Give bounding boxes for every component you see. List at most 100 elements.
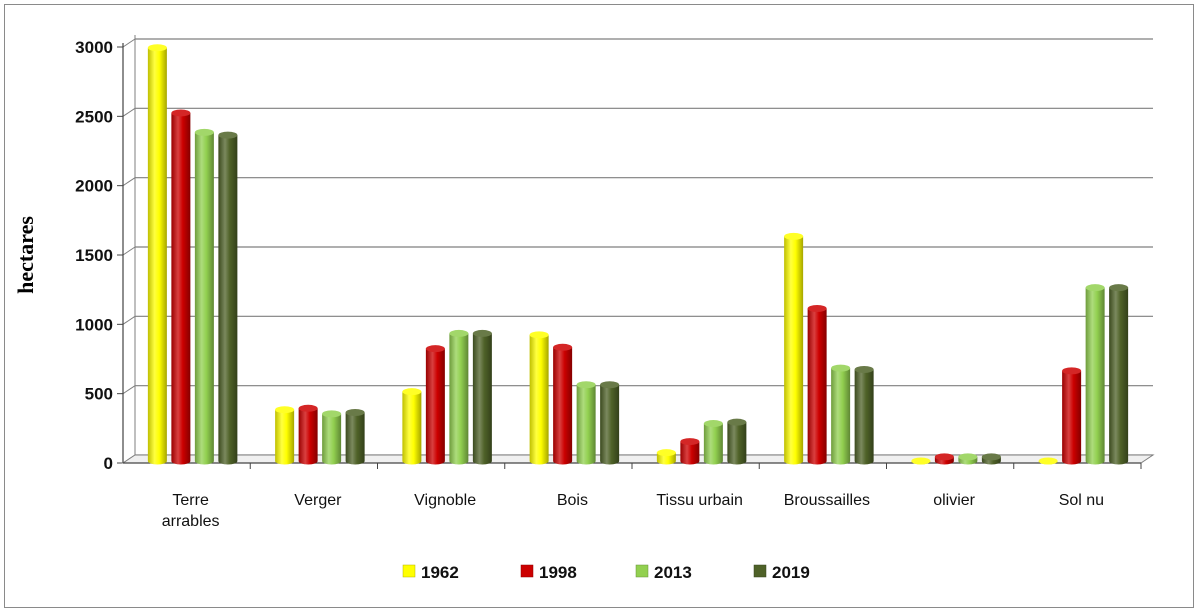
bar-body <box>854 369 874 465</box>
gridline-side <box>122 385 136 395</box>
y-tick-label: 1500 <box>75 246 113 265</box>
bar-body <box>472 333 492 465</box>
bar-top <box>656 449 676 457</box>
bar-2013 <box>958 453 978 465</box>
bar-body <box>703 423 723 465</box>
bar-2019 <box>727 418 747 465</box>
x-tick-label: Vignoble <box>414 492 476 509</box>
x-tick-label: Broussailles <box>784 492 870 509</box>
bar-body <box>147 47 167 465</box>
x-tick-label: Sol nu <box>1059 492 1104 509</box>
bar-body <box>194 132 214 465</box>
bar-top <box>171 109 191 117</box>
bar-1962 <box>529 331 549 465</box>
bar-top <box>553 343 573 351</box>
bar-top <box>1109 284 1129 292</box>
bar-chart: 0 500 1000 1500 2000 2500 3000 hectares Terre arr… <box>13 35 1155 582</box>
bar-1962 <box>656 449 676 465</box>
legend-label: 2019 <box>772 563 810 582</box>
bar-1998 <box>680 438 700 465</box>
bar-body <box>727 422 747 465</box>
bar-1998 <box>553 343 573 465</box>
x-tick-label: olivier <box>933 492 975 509</box>
bar-1998 <box>171 109 191 465</box>
y-tick-label: 3000 <box>75 38 113 57</box>
bar-body <box>680 441 700 465</box>
bar-body <box>322 413 342 465</box>
bar-2013 <box>449 329 469 465</box>
legend-label: 2013 <box>654 563 692 582</box>
bar-top <box>680 438 700 446</box>
y-tick-label: 2500 <box>75 107 113 126</box>
x-tick-label: Verger <box>294 492 342 509</box>
x-tick-label: Bois <box>557 492 588 509</box>
bar-top <box>472 329 492 337</box>
bar-top <box>402 388 422 396</box>
bar-top <box>449 329 469 337</box>
bar-2019 <box>218 131 238 465</box>
legend-swatch <box>753 564 767 578</box>
bar-1998 <box>425 345 445 465</box>
bar-body <box>529 334 549 465</box>
y-tick-label: 0 <box>104 454 113 473</box>
bar-body <box>171 112 191 465</box>
bar-body <box>576 384 596 465</box>
bar-body <box>425 348 445 465</box>
y-tick-label: 1000 <box>75 315 113 334</box>
bar-body <box>298 408 318 465</box>
y-tick-label: 500 <box>85 385 113 404</box>
bar-2019 <box>345 408 365 465</box>
bar-2013 <box>576 381 596 465</box>
bar-top <box>218 131 238 139</box>
bar-1998 <box>934 453 954 465</box>
bar-top <box>194 128 214 136</box>
bar-body <box>1062 370 1082 465</box>
bar-1962 <box>784 232 804 465</box>
bar-2013 <box>194 128 214 465</box>
bar-top <box>784 232 804 240</box>
x-tick-label: Tissu urbain <box>656 492 743 509</box>
bar-body <box>345 412 365 465</box>
gridline-side <box>122 246 136 256</box>
bar-top <box>275 406 295 414</box>
bar-1998 <box>807 304 827 465</box>
bar-top <box>576 381 596 389</box>
bar-2019 <box>981 453 1001 465</box>
x-tick-label: arrables <box>162 513 220 530</box>
bar-1998 <box>1062 367 1082 465</box>
bar-2013 <box>703 420 723 465</box>
bar-top <box>981 453 1001 461</box>
bar-2019 <box>600 381 620 465</box>
bar-top <box>854 365 874 373</box>
bar-top <box>1062 367 1082 375</box>
x-tick-label: Terre <box>172 492 209 509</box>
legend-swatch <box>520 564 534 578</box>
bar-top <box>1085 284 1105 292</box>
chart-frame: 0 500 1000 1500 2000 2500 3000 hectares Terre arr… <box>4 4 1194 608</box>
y-axis-label: hectares <box>13 216 38 294</box>
bar-top <box>934 453 954 461</box>
bar-2019 <box>1109 284 1129 465</box>
bar-1962 <box>402 388 422 465</box>
bar-top <box>298 404 318 412</box>
bar-2019 <box>472 329 492 465</box>
bar-1962 <box>1038 457 1058 465</box>
bar-body <box>275 409 295 465</box>
bar-2019 <box>854 365 874 465</box>
bar-body <box>807 308 827 465</box>
gridline-side <box>122 315 136 325</box>
bar-1962 <box>911 457 931 465</box>
bar-top <box>807 304 827 312</box>
bar-2013 <box>831 364 851 465</box>
gridline-side <box>122 38 136 48</box>
bar-body <box>1109 287 1129 465</box>
bar-top <box>958 453 978 461</box>
bar-top <box>345 408 365 416</box>
bar-1962 <box>275 406 295 465</box>
bar-body <box>784 236 804 465</box>
bar-2013 <box>322 410 342 465</box>
y-tick-label: 2000 <box>75 177 113 196</box>
bar-top <box>147 44 167 52</box>
bar-2013 <box>1085 284 1105 465</box>
legend-label: 1962 <box>421 563 459 582</box>
